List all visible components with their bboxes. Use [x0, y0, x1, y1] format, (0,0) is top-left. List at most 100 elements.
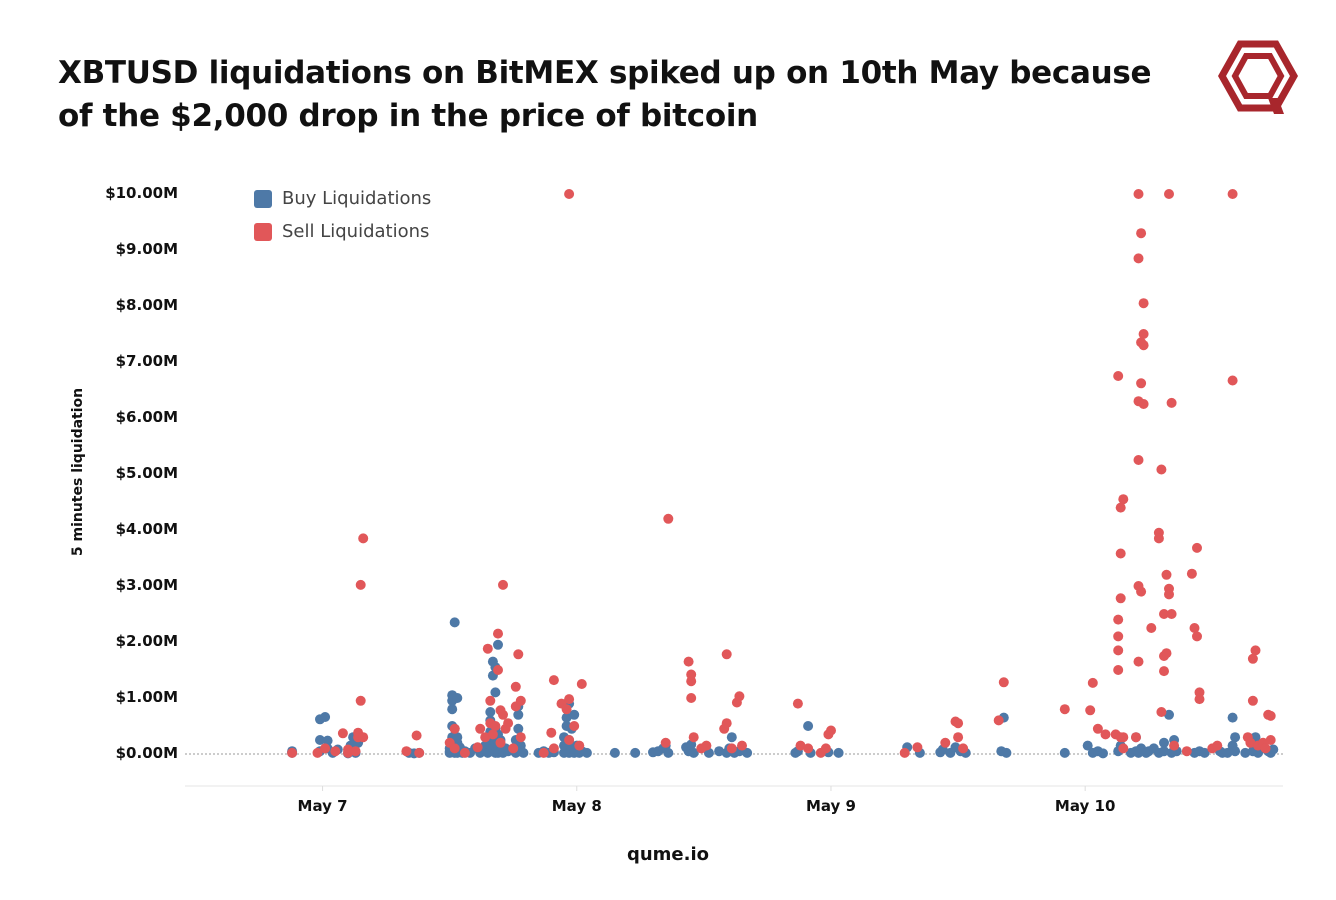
sell-liquidation-point[interactable] [1138, 329, 1149, 339]
sell-liquidation-point[interactable] [1250, 645, 1261, 656]
legend-item-sell[interactable]: Sell Liquidations [254, 215, 431, 248]
sell-liquidation-point[interactable] [1115, 593, 1126, 604]
sell-liquidation-point[interactable] [1164, 589, 1174, 600]
sell-liquidation-point[interactable] [1138, 399, 1149, 409]
sell-liquidation-point[interactable] [660, 737, 671, 748]
sell-liquidation-point[interactable] [548, 743, 559, 754]
sell-liquidation-point[interactable] [701, 740, 712, 751]
sell-liquidation-point[interactable] [1192, 542, 1202, 553]
buy-liquidation-point[interactable] [449, 617, 460, 628]
sell-liquidation-point[interactable] [1227, 189, 1238, 199]
sell-liquidation-point[interactable] [449, 723, 460, 734]
buy-liquidation-point[interactable] [452, 732, 463, 743]
sell-liquidation-point[interactable] [899, 747, 910, 758]
sell-liquidation-point[interactable] [401, 746, 412, 757]
sell-liquidation-point[interactable] [1138, 340, 1149, 351]
sell-liquidation-point[interactable] [1146, 623, 1157, 633]
sell-liquidation-point[interactable] [569, 721, 580, 731]
sell-liquidation-point[interactable] [1166, 609, 1177, 619]
buy-liquidation-point[interactable] [1164, 709, 1174, 720]
buy-liquidation-point[interactable] [630, 747, 641, 758]
sell-liquidation-point[interactable] [515, 695, 526, 706]
sell-liquidation-point[interactable] [503, 718, 514, 729]
sell-liquidation-point[interactable] [490, 721, 501, 731]
sell-liquidation-point[interactable] [686, 669, 697, 680]
sell-liquidation-point[interactable] [686, 693, 697, 703]
sell-liquidation-point[interactable] [1113, 614, 1124, 625]
sell-liquidation-point[interactable] [350, 746, 361, 757]
sell-liquidation-point[interactable] [998, 677, 1009, 688]
buy-liquidation-point[interactable] [485, 707, 496, 717]
sell-liquidation-point[interactable] [1192, 631, 1202, 642]
sell-liquidation-point[interactable] [480, 732, 491, 743]
sell-liquidation-point[interactable] [472, 742, 483, 753]
sell-liquidation-point[interactable] [1133, 189, 1144, 199]
sell-liquidation-point[interactable] [1194, 694, 1205, 705]
sell-liquidation-point[interactable] [1118, 743, 1129, 754]
sell-liquidation-point[interactable] [1059, 704, 1070, 715]
sell-liquidation-point[interactable] [330, 746, 341, 757]
sell-liquidation-point[interactable] [795, 740, 806, 751]
sell-liquidation-point[interactable] [449, 743, 460, 754]
sell-liquidation-point[interactable] [1115, 732, 1126, 743]
sell-liquidation-point[interactable] [475, 723, 486, 734]
sell-liquidation-point[interactable] [1131, 732, 1141, 743]
sell-liquidation-point[interactable] [1100, 729, 1111, 740]
legend-item-buy[interactable]: Buy Liquidations [254, 182, 431, 215]
sell-liquidation-point[interactable] [1166, 397, 1177, 408]
sell-liquidation-point[interactable] [1186, 568, 1197, 579]
sell-liquidation-point[interactable] [1247, 695, 1258, 706]
sell-liquidation-point[interactable] [734, 691, 745, 702]
buy-liquidation-point[interactable] [322, 735, 333, 746]
buy-liquidation-point[interactable] [1268, 744, 1279, 755]
sell-liquidation-point[interactable] [1245, 737, 1256, 748]
sell-liquidation-point[interactable] [1118, 494, 1129, 505]
sell-liquidation-point[interactable] [1189, 623, 1200, 633]
sell-liquidation-point[interactable] [1113, 371, 1124, 381]
sell-liquidation-point[interactable] [737, 740, 747, 751]
sell-liquidation-point[interactable] [726, 743, 737, 754]
sell-liquidation-point[interactable] [358, 732, 369, 743]
buy-liquidation-point[interactable] [1159, 746, 1169, 757]
buy-liquidation-point[interactable] [726, 732, 737, 743]
sell-liquidation-point[interactable] [958, 743, 969, 754]
sell-liquidation-point[interactable] [1115, 502, 1126, 513]
sell-liquidation-point[interactable] [1169, 740, 1180, 751]
sell-liquidation-point[interactable] [1161, 648, 1172, 659]
sell-liquidation-point[interactable] [1113, 631, 1124, 642]
sell-liquidation-point[interactable] [498, 709, 508, 720]
sell-liquidation-point[interactable] [1138, 298, 1149, 309]
sell-liquidation-point[interactable] [414, 747, 425, 758]
sell-liquidation-point[interactable] [1161, 569, 1172, 580]
sell-liquidation-point[interactable] [1115, 548, 1126, 559]
sell-liquidation-point[interactable] [940, 737, 951, 748]
buy-liquidation-point[interactable] [1230, 732, 1241, 743]
sell-liquidation-point[interactable] [792, 698, 803, 709]
sell-liquidation-point[interactable] [358, 533, 369, 544]
buy-liquidation-point[interactable] [742, 747, 753, 758]
buy-liquidation-point[interactable] [1159, 737, 1169, 748]
sell-liquidation-point[interactable] [498, 579, 508, 590]
sell-liquidation-point[interactable] [355, 579, 366, 590]
sell-liquidation-point[interactable] [1113, 645, 1124, 656]
buy-liquidation-point[interactable] [320, 712, 331, 722]
buy-liquidation-point[interactable] [518, 747, 529, 758]
sell-liquidation-point[interactable] [546, 727, 557, 738]
buy-liquidation-point[interactable] [513, 723, 524, 734]
sell-liquidation-point[interactable] [803, 743, 814, 754]
buy-liquidation-point[interactable] [833, 747, 844, 758]
sell-liquidation-point[interactable] [1156, 464, 1167, 475]
sell-liquidation-point[interactable] [1133, 455, 1144, 465]
sell-liquidation-point[interactable] [482, 643, 493, 654]
buy-liquidation-point[interactable] [315, 735, 325, 745]
sell-liquidation-point[interactable] [912, 742, 923, 753]
sell-liquidation-point[interactable] [1113, 665, 1124, 675]
buy-liquidation-point[interactable] [1098, 748, 1108, 759]
buy-liquidation-point[interactable] [561, 712, 572, 723]
sell-liquidation-point[interactable] [548, 675, 559, 686]
buy-liquidation-point[interactable] [1240, 747, 1251, 758]
sell-liquidation-point[interactable] [1092, 723, 1103, 734]
sell-liquidation-point[interactable] [1136, 586, 1147, 597]
buy-liquidation-point[interactable] [513, 709, 524, 720]
buy-liquidation-point[interactable] [803, 721, 814, 731]
